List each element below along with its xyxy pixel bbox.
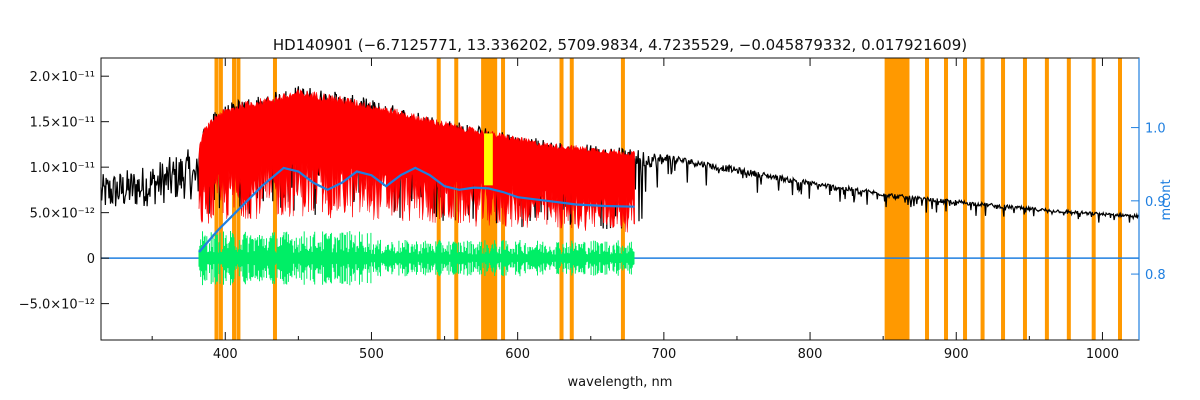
y-axis-right-label: mcont (1159, 179, 1174, 220)
y-tick-label: 5.0×10⁻¹² (30, 207, 95, 222)
y-right-tick-label: 0.8 (1145, 268, 1166, 283)
y-right-tick-label: 1.0 (1145, 122, 1166, 137)
x-tick-label: 1000 (1086, 347, 1119, 362)
y-axis-left: −5.0×10⁻¹² 0 5.0×10⁻¹² 1.0×10⁻¹¹ 1.5×10⁻¹¹ 2.… (19, 70, 109, 313)
mask-line (1022, 58, 1027, 340)
highlight-band (484, 133, 493, 186)
x-tick-label: 800 (798, 347, 823, 362)
residuals (198, 231, 635, 286)
mask-line (272, 58, 277, 340)
mask-line (944, 58, 949, 340)
mask-line (963, 58, 968, 340)
x-tick-label: 900 (944, 347, 969, 362)
residuals-layer (198, 231, 635, 286)
plot-area (100, 58, 1140, 340)
x-tick-label: 700 (651, 347, 676, 362)
x-axis-label: wavelength, nm (568, 375, 673, 390)
model-fill (198, 88, 635, 233)
y-right-tick-label: 0.9 (1145, 195, 1166, 210)
x-tick-label: 500 (359, 347, 384, 362)
y-tick-label: 2.0×10⁻¹¹ (30, 70, 95, 85)
mcont-line (198, 166, 635, 253)
x-tick-label: 600 (505, 347, 530, 362)
mask-line (1044, 58, 1049, 340)
mask-line (1066, 58, 1071, 340)
y-tick-label: 0 (87, 252, 95, 267)
mask-line (1091, 58, 1096, 340)
mask-line (214, 58, 219, 340)
mask-line (1117, 58, 1122, 340)
mask-line (1001, 58, 1006, 340)
mcont-layer (198, 166, 635, 253)
x-axis: 400 500 600 700 800 900 1000 (151, 58, 1119, 362)
y-tick-label: 1.0×10⁻¹¹ (30, 161, 95, 176)
mask-line (236, 58, 241, 340)
y-tick-label: 1.5×10⁻¹¹ (30, 116, 95, 131)
y-axis-right: 0.8 0.9 1.0 (1131, 58, 1166, 340)
x-tick-label: 400 (213, 347, 238, 362)
chart-title: HD140901 (−6.7125771, 13.336202, 5709.98… (273, 36, 967, 54)
y-tick-label: −5.0×10⁻¹² (19, 298, 95, 313)
mask-line (980, 58, 985, 340)
